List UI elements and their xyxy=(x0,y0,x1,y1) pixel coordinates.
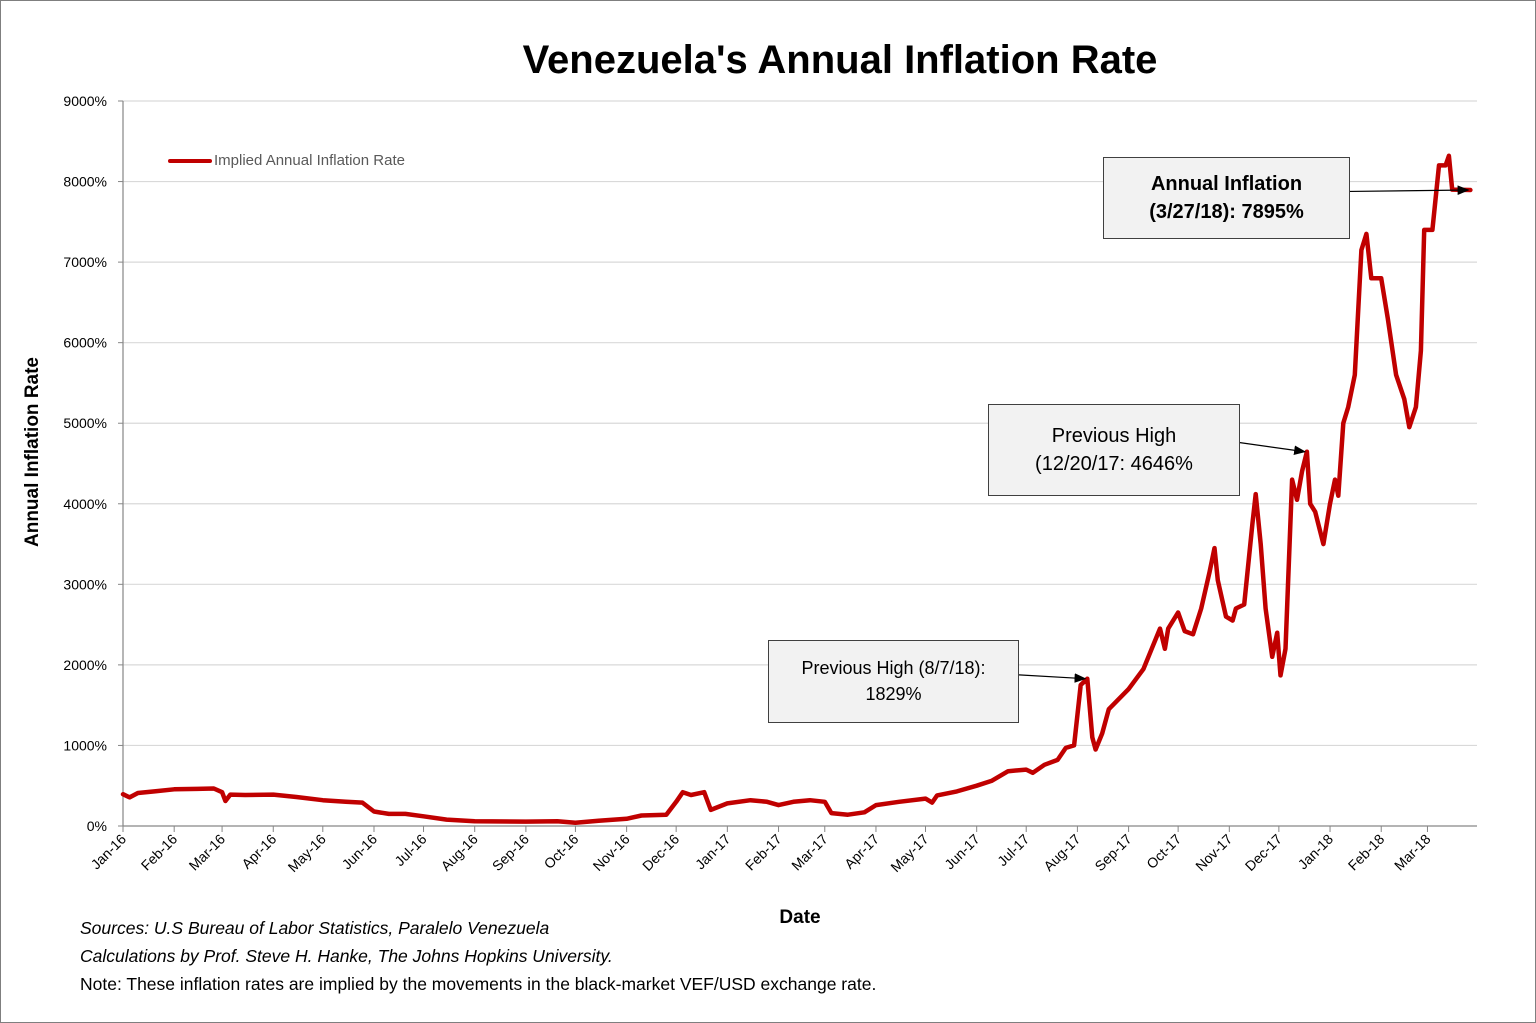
x-tick-label: Mar-18 xyxy=(1391,831,1434,874)
x-tick-label: Jun-16 xyxy=(339,831,381,873)
annotation-line: 1829% xyxy=(865,683,922,704)
legend-label: Implied Annual Inflation Rate xyxy=(214,152,405,169)
annotation-arrow xyxy=(1018,673,1087,683)
x-tick-label: Oct-16 xyxy=(541,831,582,872)
x-tick-label: Apr-17 xyxy=(841,831,882,872)
x-tick-label: Aug-16 xyxy=(438,831,481,874)
x-tick-label: Feb-16 xyxy=(138,831,181,874)
x-tick-label: Aug-17 xyxy=(1040,831,1083,874)
legend-swatch xyxy=(168,158,212,163)
annotation-previous-high-aug: Previous High (8/7/18): 1829% xyxy=(768,640,1019,723)
y-tick-label: 1000% xyxy=(63,737,107,753)
annotation-current-inflation: Annual Inflation (3/27/18): 7895% xyxy=(1103,157,1350,239)
x-tick-label: Mar-16 xyxy=(186,831,229,874)
y-tick-label: 8000% xyxy=(63,174,107,190)
annotation-arrow xyxy=(1349,185,1470,195)
chart-title: Venezuela's Annual Inflation Rate xyxy=(522,38,1158,82)
x-tick-label: Apr-16 xyxy=(238,831,279,872)
x-tick-label: Jan-18 xyxy=(1295,831,1337,873)
annotation-previous-high-dec: Previous High (12/20/17: 4646% xyxy=(988,404,1240,496)
y-tick-label: 5000% xyxy=(63,415,107,431)
y-tick-label: 3000% xyxy=(63,576,107,592)
x-tick-label: Feb-17 xyxy=(742,831,785,874)
y-tick-label: 6000% xyxy=(63,335,107,351)
x-tick-label: Sep-16 xyxy=(489,831,532,874)
x-tick-label: Sep-17 xyxy=(1091,831,1134,874)
x-tick-label: Nov-17 xyxy=(1192,831,1235,874)
annotation-arrow xyxy=(1239,442,1307,455)
x-tick-label: Dec-16 xyxy=(639,831,682,874)
y-tick-label: 7000% xyxy=(63,254,107,270)
annotation-line: Annual Inflation xyxy=(1150,173,1303,195)
annotation-line: (12/20/17: 4646% xyxy=(1035,453,1193,475)
x-tick-label: Jul-16 xyxy=(391,831,429,869)
x-tick-label: Dec-17 xyxy=(1242,831,1285,874)
x-tick-label: May-17 xyxy=(887,831,931,875)
x-tick-label: Nov-16 xyxy=(590,831,633,874)
x-tick-label: Jun-17 xyxy=(941,831,983,873)
x-tick-label: Jul-17 xyxy=(994,831,1032,869)
y-tick-label: 4000% xyxy=(63,496,107,512)
x-tick-label: Feb-18 xyxy=(1345,831,1388,874)
annotation-line: Previous High (8/7/18): xyxy=(801,658,986,679)
y-tick-label: 9000% xyxy=(63,93,107,109)
x-tick-label: May-16 xyxy=(285,831,329,875)
annotation-line: Previous High xyxy=(1051,425,1177,447)
calculations-note: Calculations by Prof. Steve H. Hanke, Th… xyxy=(80,946,613,966)
exchange-rate-note: Note: These inflation rates are implied … xyxy=(80,974,877,994)
legend: Implied Annual Inflation Rate xyxy=(168,152,405,169)
x-tick-label: Oct-17 xyxy=(1143,831,1184,872)
x-axis-label: Date xyxy=(779,907,821,928)
x-tick-label: Jan-17 xyxy=(692,831,734,873)
sources-note: Sources: U.S Bureau of Labor Statistics,… xyxy=(80,918,550,938)
x-tick-label: Jan-16 xyxy=(88,831,130,873)
y-tick-label: 2000% xyxy=(63,657,107,673)
y-tick-label: 0% xyxy=(87,818,107,834)
annotation-line: (3/27/18): 7895% xyxy=(1149,201,1304,223)
x-tick-label: Mar-17 xyxy=(788,831,831,874)
